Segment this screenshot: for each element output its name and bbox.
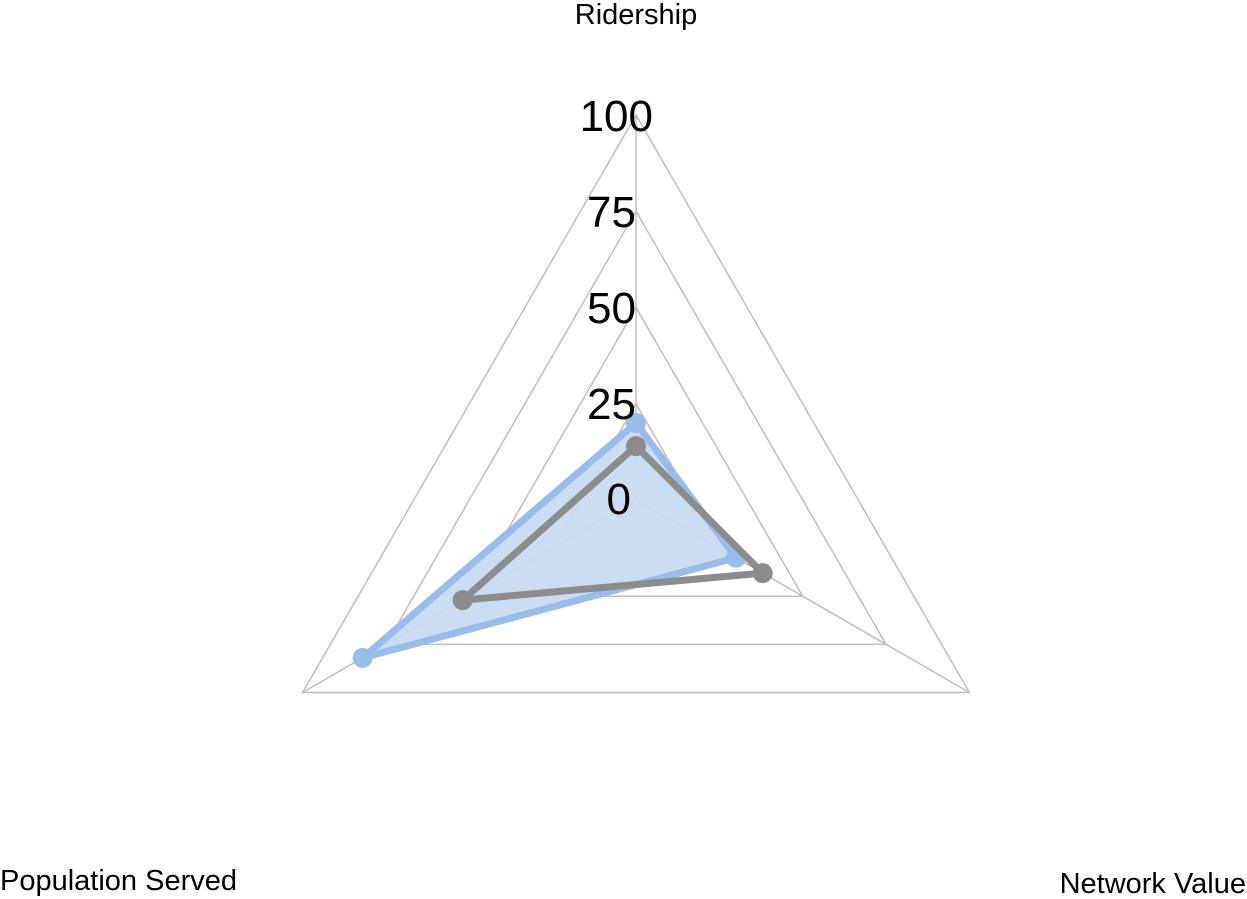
series-layer [352, 413, 773, 668]
tick-label-0: 0 [607, 475, 631, 524]
series-1 [452, 436, 773, 611]
axis-label-population-served: Population Served [0, 865, 237, 897]
radar-grid [301, 113, 971, 694]
tick-label-75: 75 [587, 188, 636, 237]
tick-label-50: 50 [587, 284, 636, 333]
series-1-line [459, 442, 767, 604]
series-0-point-2 [352, 647, 373, 668]
grid-ring-2 [467, 306, 805, 597]
axis-label-ridership: Ridership [575, 0, 698, 31]
series-0-point-0 [626, 413, 646, 433]
tick-label-25: 25 [587, 380, 636, 429]
grid-ring-3 [384, 209, 888, 646]
series-1-point-1 [752, 563, 773, 584]
tick-label-100: 100 [580, 92, 653, 141]
series-0 [352, 413, 747, 668]
series-1-point-2 [452, 590, 473, 611]
tick-labels: 0 25 50 75 100 [580, 92, 653, 524]
series-0-line [359, 419, 740, 662]
series-1-point-0 [626, 436, 646, 457]
axis-label-network-value: Network Value [1060, 868, 1246, 899]
grid-ring-4 [301, 113, 971, 694]
